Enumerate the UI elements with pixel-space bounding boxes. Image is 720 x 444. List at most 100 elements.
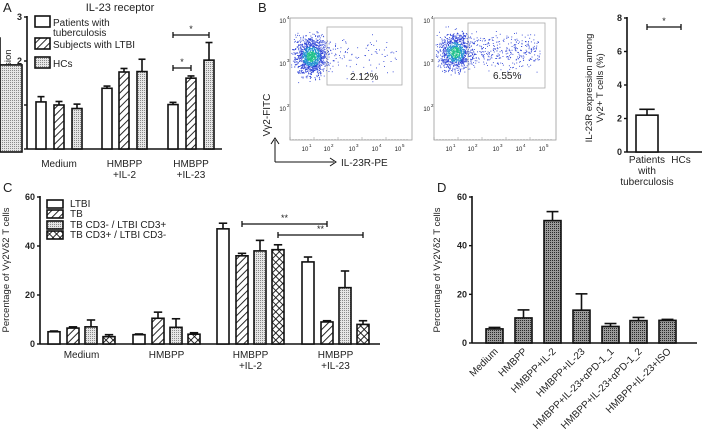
event-dot	[312, 62, 314, 64]
event-dot	[305, 70, 307, 72]
event-dot	[307, 46, 309, 48]
event-dot	[318, 43, 320, 44]
event-dot	[300, 52, 302, 54]
event-dot	[450, 42, 452, 43]
event-dot	[462, 68, 464, 70]
event-dot	[448, 51, 450, 53]
event-dot	[344, 52, 346, 53]
event-dot	[444, 55, 445, 57]
bar-ltbi	[132, 333, 146, 345]
significance-label: **	[281, 213, 289, 223]
event-dot	[295, 52, 297, 54]
event-dot	[304, 43, 305, 45]
event-dot	[454, 48, 456, 50]
event-dot	[446, 64, 448, 66]
event-dot	[449, 54, 451, 56]
event-dot	[487, 45, 488, 47]
event-dot	[450, 57, 452, 59]
event-dot	[320, 50, 321, 52]
event-dot	[454, 58, 456, 60]
event-dot	[442, 45, 444, 46]
event-dot	[496, 41, 498, 43]
event-dot	[315, 50, 316, 52]
event-dot	[443, 48, 445, 49]
event-dot	[309, 49, 311, 51]
event-dot	[460, 59, 462, 61]
legend-swatch	[34, 56, 51, 69]
event-dot	[519, 55, 521, 57]
event-dot	[357, 47, 359, 49]
event-dot	[316, 53, 318, 54]
event-dot	[306, 49, 307, 51]
event-dot	[313, 50, 315, 51]
event-dot	[483, 63, 485, 65]
event-dot	[466, 51, 468, 53]
event-dot	[300, 53, 301, 55]
event-dot	[502, 52, 503, 54]
event-dot	[538, 56, 540, 58]
event-dot	[314, 43, 316, 45]
event-dot	[474, 53, 476, 55]
event-dot	[302, 55, 303, 57]
x-tick-label: 10	[468, 147, 475, 153]
event-dot	[538, 59, 540, 61]
event-dot	[497, 55, 499, 57]
event-dot	[534, 34, 536, 36]
y-tick-label: 40	[457, 241, 467, 251]
event-dot	[298, 71, 300, 72]
event-dot	[321, 51, 323, 53]
event-dot	[510, 52, 512, 54]
event-dot	[311, 62, 313, 64]
event-dot	[525, 49, 527, 51]
event-dot	[322, 44, 324, 46]
event-dot	[446, 61, 448, 63]
event-dot	[438, 59, 440, 61]
event-dot	[453, 58, 455, 60]
event-dot	[371, 44, 372, 45]
event-dot	[478, 39, 480, 41]
y-tick-label: 6	[617, 47, 622, 57]
event-dot	[533, 39, 535, 41]
event-dot	[462, 59, 463, 61]
y-tick-label: 2	[617, 114, 622, 124]
event-dot	[305, 49, 306, 51]
event-dot	[489, 58, 491, 60]
event-dot	[539, 50, 541, 52]
event-dot	[317, 64, 319, 65]
event-dot	[313, 65, 314, 67]
event-dot	[536, 45, 538, 47]
event-dot	[321, 56, 323, 58]
event-dot	[328, 56, 330, 58]
event-dot	[451, 62, 453, 64]
event-dot	[455, 47, 457, 49]
event-dot	[479, 40, 481, 41]
event-dot	[508, 36, 509, 38]
event-dot	[322, 59, 324, 61]
y-tick-label: 10	[423, 107, 430, 113]
event-dot	[453, 59, 455, 61]
bar-patients-with-tuberculosis	[167, 103, 179, 150]
event-dot	[328, 48, 330, 50]
event-dot	[326, 70, 327, 72]
event-dot	[303, 46, 305, 48]
event-dot	[452, 37, 454, 39]
event-dot	[450, 52, 452, 54]
event-dot	[317, 47, 319, 49]
event-dot	[311, 39, 313, 41]
y-tick-label: 10	[279, 19, 286, 25]
event-dot	[300, 64, 302, 66]
event-dot	[335, 48, 336, 50]
event-dot	[313, 63, 314, 65]
event-dot	[529, 53, 531, 54]
event-dot	[462, 42, 464, 44]
event-dot	[468, 49, 469, 51]
event-dot	[445, 54, 447, 56]
event-dot	[349, 66, 351, 68]
event-dot	[316, 65, 318, 67]
event-dot	[463, 64, 465, 66]
event-dot	[534, 47, 536, 49]
event-dot	[462, 36, 463, 38]
event-dot	[314, 41, 316, 43]
event-dot	[517, 48, 518, 50]
event-dot	[358, 57, 360, 58]
